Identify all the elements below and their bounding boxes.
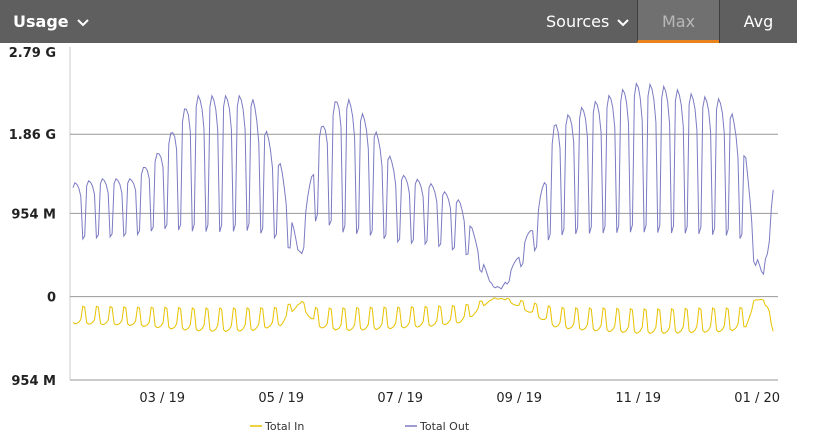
sources-dropdown[interactable]: Sources — [546, 0, 630, 43]
chevron-down-icon — [617, 0, 630, 43]
series-line-total-out — [72, 81, 774, 290]
y-tick-label: 954 M — [11, 207, 56, 222]
y-tick-label: 1.86 G — [9, 128, 56, 143]
usage-dropdown[interactable]: Usage — [13, 0, 89, 43]
series — [72, 81, 774, 334]
y-tick-label: 2.79 G — [9, 46, 56, 61]
y-tick-label: 0 — [47, 291, 56, 306]
x-axis-ticks: 03 / 19 05 / 19 07 / 19 09 / 19 11 / 19 01 / … — [139, 391, 780, 406]
tab-max[interactable]: Max — [637, 0, 719, 43]
x-tick-label: 03 / 19 — [139, 391, 185, 406]
series-line-total-in — [72, 297, 774, 334]
x-tick-label: 05 / 19 — [258, 391, 304, 406]
y-axis-ticks: 2.79 G 1.86 G 954 M 0 954 M — [9, 46, 56, 389]
usage-chart: 2.79 G 1.86 G 954 M 0 954 M 03 / 19 05 / 19 07… — [9, 46, 780, 433]
chart-toolbar: Usage Sources Max Avg — [0, 0, 797, 43]
tab-avg[interactable]: Avg — [719, 0, 797, 43]
legend-label-total-out: Total Out — [419, 420, 470, 433]
x-tick-label: 07 / 19 — [377, 391, 423, 406]
x-tick-label: 09 / 19 — [496, 391, 542, 406]
chevron-down-icon — [76, 0, 89, 43]
x-tick-label: 01 / 20 — [734, 391, 780, 406]
y-tick-label: 954 M — [11, 374, 56, 389]
usage-dropdown-label: Usage — [13, 12, 69, 31]
legend-label-total-in: Total In — [264, 420, 304, 433]
legend: Total In Total Out — [250, 420, 470, 433]
x-tick-label: 11 / 19 — [615, 391, 661, 406]
sources-dropdown-label: Sources — [546, 12, 610, 31]
